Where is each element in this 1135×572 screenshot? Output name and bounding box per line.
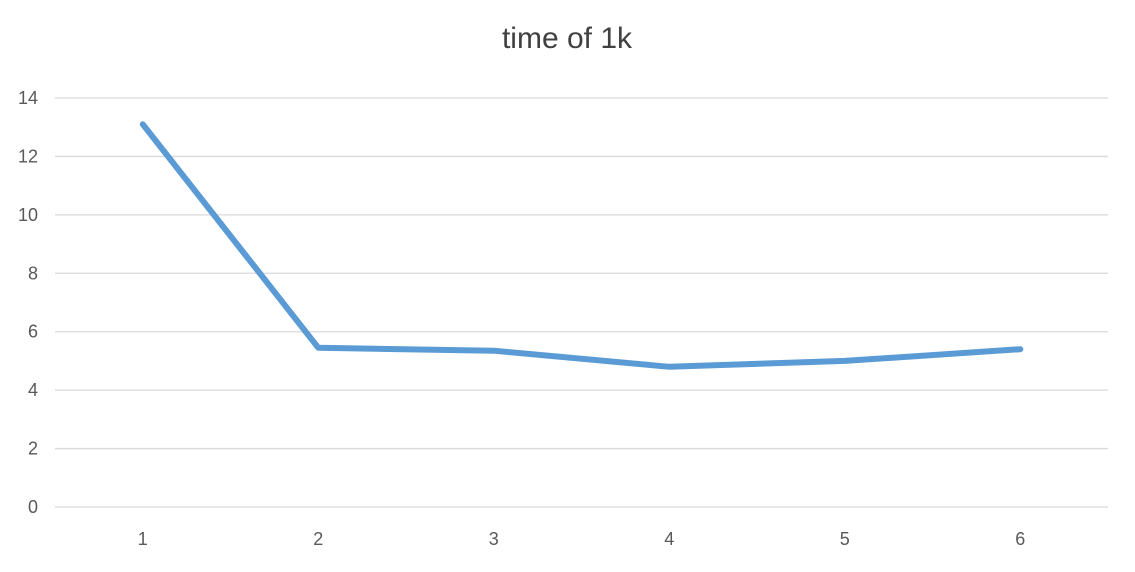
series-line — [143, 124, 1021, 366]
y-axis-tick-labels: 0 2 4 6 8 10 12 14 — [18, 88, 38, 517]
y-tick-label: 8 — [28, 263, 38, 283]
y-tick-label: 2 — [28, 439, 38, 459]
y-tick-label: 10 — [18, 205, 38, 225]
y-tick-label: 4 — [28, 380, 38, 400]
y-tick-label: 14 — [18, 88, 38, 108]
series-lines — [143, 124, 1021, 367]
y-tick-label: 0 — [28, 497, 38, 517]
y-tick-label: 12 — [18, 146, 38, 166]
x-tick-label: 6 — [1015, 529, 1025, 549]
gridlines — [55, 98, 1108, 507]
x-tick-label: 4 — [664, 529, 674, 549]
chart-title: time of 1k — [502, 22, 633, 55]
y-tick-label: 6 — [28, 322, 38, 342]
x-tick-label: 5 — [840, 529, 850, 549]
x-tick-label: 3 — [489, 529, 499, 549]
x-tick-label: 2 — [313, 529, 323, 549]
x-tick-label: 1 — [138, 529, 148, 549]
x-axis-tick-labels: 1 2 3 4 5 6 — [138, 529, 1026, 549]
